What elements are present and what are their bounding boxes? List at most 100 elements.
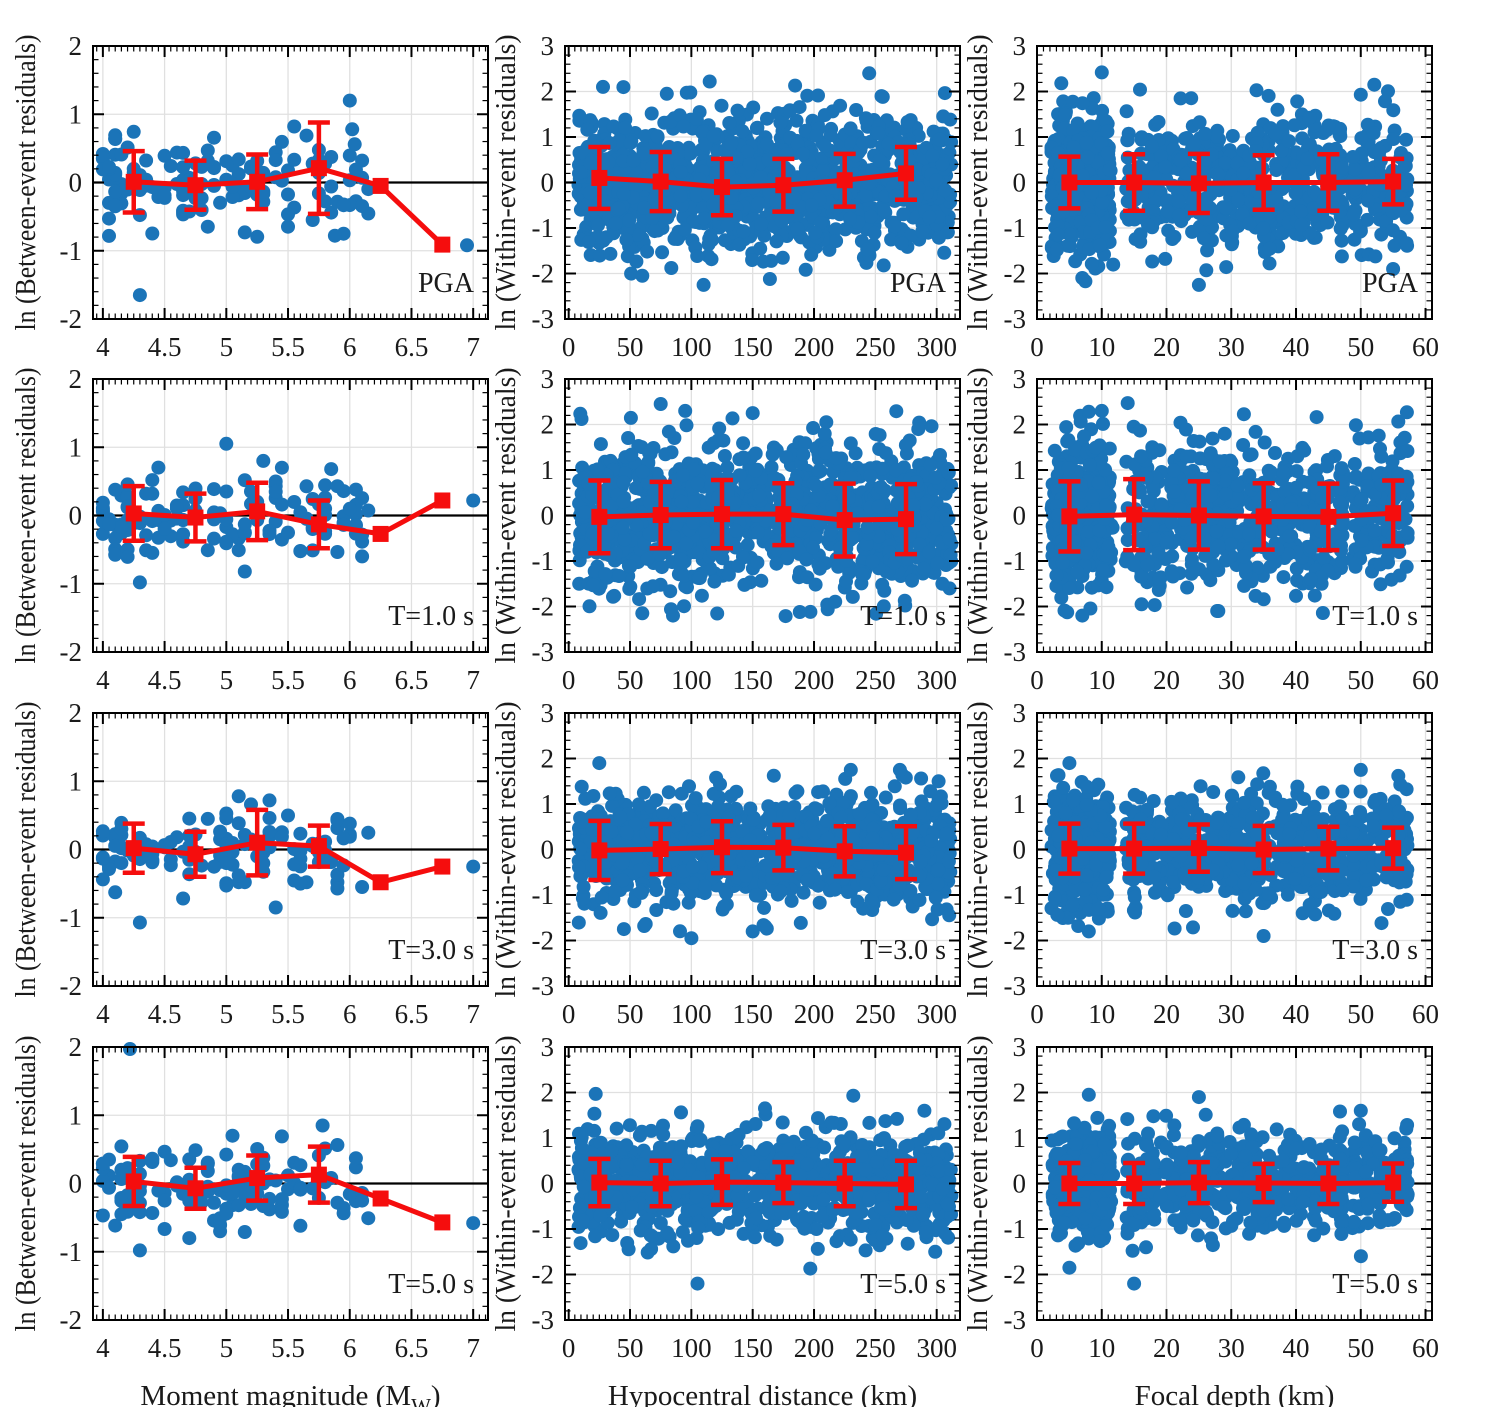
scatter-dot xyxy=(1060,238,1075,253)
panel-r1c1: 4 4.5 5 5.5 6 6.5 7 -2 -1 0 1 2 PGA ln (Between-event… xyxy=(11,31,489,362)
scatter-dot xyxy=(754,217,769,232)
scatter-dot xyxy=(856,135,871,150)
scatter-dot xyxy=(114,520,129,534)
scatter-dot xyxy=(898,598,913,613)
scatter-dot xyxy=(635,464,650,479)
scatter-dot xyxy=(1066,123,1081,138)
scatter-dot xyxy=(760,111,774,126)
scatter-dot xyxy=(873,480,888,494)
scatter-dot xyxy=(299,128,314,143)
scatter-dot xyxy=(1366,126,1381,141)
scatter-dot xyxy=(262,527,277,542)
scatter-dot xyxy=(176,160,191,175)
scatter-dot xyxy=(1199,263,1214,278)
scatter-dot xyxy=(237,564,252,579)
scatter-dot xyxy=(305,213,320,227)
scatter-dot xyxy=(207,482,221,497)
scatter-dot xyxy=(1099,114,1114,129)
scatter-dot xyxy=(874,89,889,104)
mean-square xyxy=(125,505,142,522)
scatter-dot xyxy=(1184,192,1199,207)
y-axis-label: ln (Within-event residuals) xyxy=(491,35,522,331)
y-tick-label: -1 xyxy=(1004,213,1027,243)
y-tick-label: 2 xyxy=(1013,77,1027,107)
scatter-dot xyxy=(299,479,314,494)
scatter-dot xyxy=(667,529,681,544)
scatter-dot xyxy=(108,198,123,213)
scatter-dot xyxy=(696,277,711,292)
scatter-dot xyxy=(812,463,827,478)
scatter-dot xyxy=(1092,238,1107,253)
scatter-dot xyxy=(756,254,771,269)
scatter-dot xyxy=(1200,243,1215,258)
scatter-dot xyxy=(701,440,716,455)
scatter-dot xyxy=(789,113,804,128)
scatter-dot xyxy=(728,209,743,223)
tick-labels: 0 50 100 150 200 250 300 -3 -2 -1 0 1 2 3 xyxy=(532,31,957,362)
scatter-dot xyxy=(863,209,878,224)
scatter-dot xyxy=(200,219,215,234)
scatter-dot xyxy=(348,482,363,497)
mean-line xyxy=(1069,179,1394,186)
scatter-dot xyxy=(1120,194,1135,209)
scatter-dot xyxy=(825,499,840,514)
scatter-dot xyxy=(460,238,474,253)
scatter-dot xyxy=(1145,139,1159,154)
scatter-dot xyxy=(108,547,123,562)
scatter-dot xyxy=(1084,256,1099,271)
mean-line xyxy=(599,170,907,190)
scatter-dot xyxy=(1367,77,1382,92)
scatter-dot xyxy=(666,608,680,623)
scatter-dot xyxy=(621,431,636,445)
scatter-dot xyxy=(706,129,721,143)
scatter-dot xyxy=(728,540,743,555)
scatter-dot xyxy=(636,146,651,161)
scatter-dot xyxy=(355,199,370,214)
scatter-dot xyxy=(872,153,887,168)
scatter-dot xyxy=(679,85,694,100)
scatter-dot xyxy=(1223,182,1238,197)
scatter-dot xyxy=(1171,208,1186,223)
scatter-dot xyxy=(1049,199,1064,214)
x-tick-label: 6.5 xyxy=(395,665,429,695)
x-tick-label: 4.5 xyxy=(148,665,182,695)
binned-means xyxy=(588,144,918,218)
scatter-dot xyxy=(833,98,848,113)
x-tick-label: 250 xyxy=(855,332,896,362)
scatter-dot xyxy=(200,543,215,558)
scatter-dot xyxy=(859,537,874,552)
y-axis-label: ln (Between-event residuals) xyxy=(11,368,42,664)
scatter-dot xyxy=(887,219,902,234)
scatter-dot xyxy=(871,499,886,514)
scatter-dot xyxy=(1218,200,1233,215)
scatter-dot xyxy=(1354,131,1369,146)
scatter-dot xyxy=(581,235,596,250)
scatter-dot xyxy=(632,592,647,607)
scatter-dot xyxy=(936,109,951,124)
scatter-dot xyxy=(293,505,308,520)
mean-square xyxy=(836,512,853,529)
scatter-dot xyxy=(1348,182,1363,197)
scatter-dot xyxy=(244,161,258,176)
mean-line xyxy=(599,511,907,523)
scatter-dot xyxy=(748,446,763,461)
axes xyxy=(564,378,961,653)
scatter-dot xyxy=(910,162,925,177)
scatter-dot xyxy=(1231,192,1246,207)
scatter-dot xyxy=(1075,271,1090,285)
scatter-dot xyxy=(1290,94,1305,109)
tick-labels: 0 10 20 30 40 50 60 -3 -2 -1 0 1 2 3 xyxy=(1004,31,1440,362)
scatter-dot xyxy=(1242,216,1257,231)
scatter-dot xyxy=(663,584,678,599)
scatter-dot xyxy=(616,475,631,490)
scatter-dot xyxy=(1160,193,1175,208)
scatter-dot xyxy=(1179,166,1194,181)
scatter-dot xyxy=(796,447,811,462)
scatter-dot xyxy=(1332,204,1347,219)
scatter-dot xyxy=(858,188,873,203)
scatter-dot xyxy=(647,224,662,239)
scatter-dot xyxy=(256,453,271,468)
scatter-dot xyxy=(1184,91,1199,106)
x-tick-label: 60 xyxy=(1412,332,1439,362)
scatter-dot xyxy=(702,74,717,89)
